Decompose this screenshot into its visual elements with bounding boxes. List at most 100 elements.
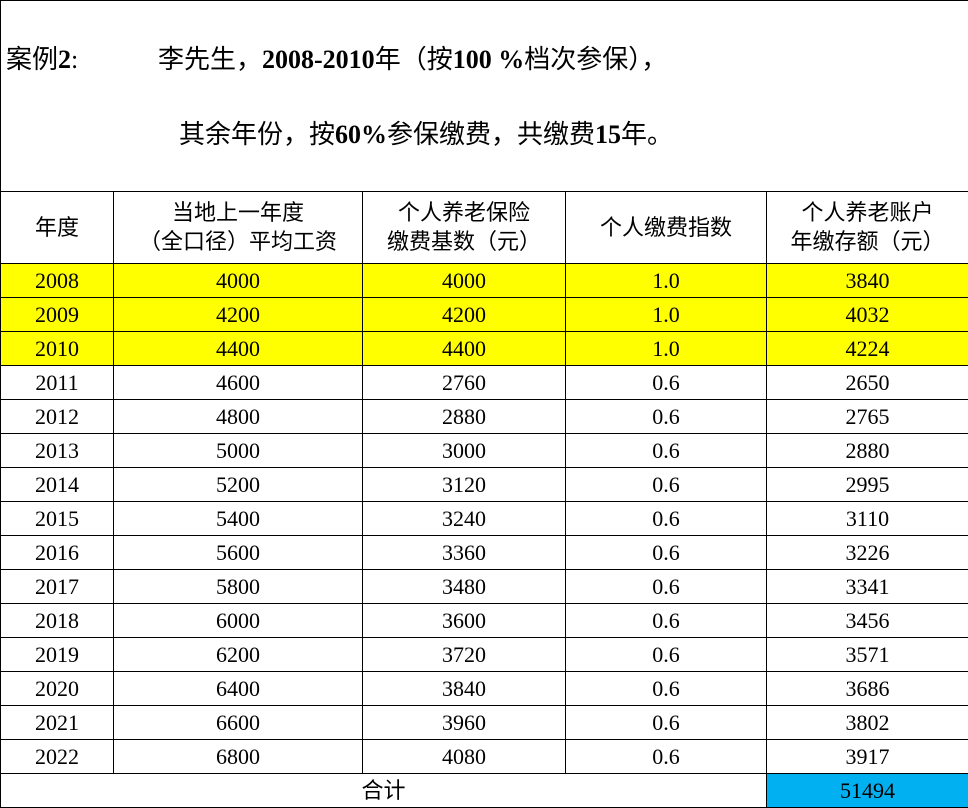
cell: 4000 — [114, 264, 363, 298]
cell: 2017 — [1, 570, 114, 604]
cell: 2760 — [363, 366, 566, 400]
cell: 0.6 — [566, 740, 767, 774]
cell: 0.6 — [566, 604, 767, 638]
cell: 1.0 — [566, 264, 767, 298]
cell: 3720 — [363, 638, 566, 672]
cell: 3840 — [767, 264, 968, 298]
cell: 2765 — [767, 400, 968, 434]
cell: 4080 — [363, 740, 566, 774]
cell: 4000 — [363, 264, 566, 298]
cell: 0.6 — [566, 672, 767, 706]
cell: 2011 — [1, 366, 114, 400]
header-cell: 年度 — [1, 192, 114, 264]
cell: 3341 — [767, 570, 968, 604]
cell: 6400 — [114, 672, 363, 706]
cell: 3960 — [363, 706, 566, 740]
cell: 2009 — [1, 298, 114, 332]
cell: 3686 — [767, 672, 968, 706]
title-text: 李先生，2008-2010年（按100 %档次参保）， — [158, 45, 667, 74]
cell: 3600 — [363, 604, 566, 638]
cell: 0.6 — [566, 468, 767, 502]
header-cell: 当地上一年度 （全口径）平均工资 — [114, 192, 363, 264]
cell: 3000 — [363, 434, 566, 468]
cell: 2995 — [767, 468, 968, 502]
cell: 2880 — [363, 400, 566, 434]
title-line: 案例2:李先生，2008-2010年（按100 %档次参保）， — [1, 41, 968, 79]
cell: 6600 — [114, 706, 363, 740]
cell: 2008 — [1, 264, 114, 298]
cell: 6800 — [114, 740, 363, 774]
cell: 3802 — [767, 706, 968, 740]
total-value: 51494 — [767, 774, 968, 808]
cell: 4032 — [767, 298, 968, 332]
cell: 3480 — [363, 570, 566, 604]
cell: 4200 — [114, 298, 363, 332]
cell: 2019 — [1, 638, 114, 672]
cell: 1.0 — [566, 332, 767, 366]
cell: 0.6 — [566, 400, 767, 434]
cell: 1.0 — [566, 298, 767, 332]
cell: 4600 — [114, 366, 363, 400]
cell: 2880 — [767, 434, 968, 468]
cell: 5400 — [114, 502, 363, 536]
cell: 3240 — [363, 502, 566, 536]
total-label: 合计 — [1, 774, 767, 808]
cell: 2650 — [767, 366, 968, 400]
cell: 5600 — [114, 536, 363, 570]
header-row: 年度当地上一年度 （全口径）平均工资个人养老保险 缴费基数（元）个人缴费指数个人… — [1, 192, 968, 264]
title-text: 其余年份，按60%参保缴费，共缴费15年。 — [1, 116, 968, 154]
cell: 0.6 — [566, 502, 767, 536]
cell: 3360 — [363, 536, 566, 570]
cell: 3917 — [767, 740, 968, 774]
title-row: 案例2:李先生，2008-2010年（按100 %档次参保）， 其余年份，按60… — [1, 1, 968, 192]
cell: 4200 — [363, 298, 566, 332]
cell: 0.6 — [566, 638, 767, 672]
cell: 3456 — [767, 604, 968, 638]
header-cell: 个人养老保险 缴费基数（元） — [363, 192, 566, 264]
cell: 3571 — [767, 638, 968, 672]
header-cell: 个人缴费指数 — [566, 192, 767, 264]
cell: 3110 — [767, 502, 968, 536]
cell: 0.6 — [566, 434, 767, 468]
cell: 2021 — [1, 706, 114, 740]
cell: 2022 — [1, 740, 114, 774]
cell: 2018 — [1, 604, 114, 638]
cell: 0.6 — [566, 570, 767, 604]
cell: 4400 — [114, 332, 363, 366]
cell: 0.6 — [566, 706, 767, 740]
cell: 2010 — [1, 332, 114, 366]
cell: 2014 — [1, 468, 114, 502]
cell: 5800 — [114, 570, 363, 604]
cell: 3840 — [363, 672, 566, 706]
cell: 0.6 — [566, 536, 767, 570]
cell: 2016 — [1, 536, 114, 570]
cell: 2020 — [1, 672, 114, 706]
cell: 5200 — [114, 468, 363, 502]
page: 案例2:李先生，2008-2010年（按100 %档次参保）， 其余年份，按60… — [0, 0, 968, 709]
cell: 2013 — [1, 434, 114, 468]
cell: 6200 — [114, 638, 363, 672]
cell: 3120 — [363, 468, 566, 502]
title-label: 案例2: — [1, 41, 158, 79]
cell: 4224 — [767, 332, 968, 366]
cell: 2015 — [1, 502, 114, 536]
cell: 3226 — [767, 536, 968, 570]
header-cell: 个人养老账户 年缴存额（元） — [767, 192, 968, 264]
